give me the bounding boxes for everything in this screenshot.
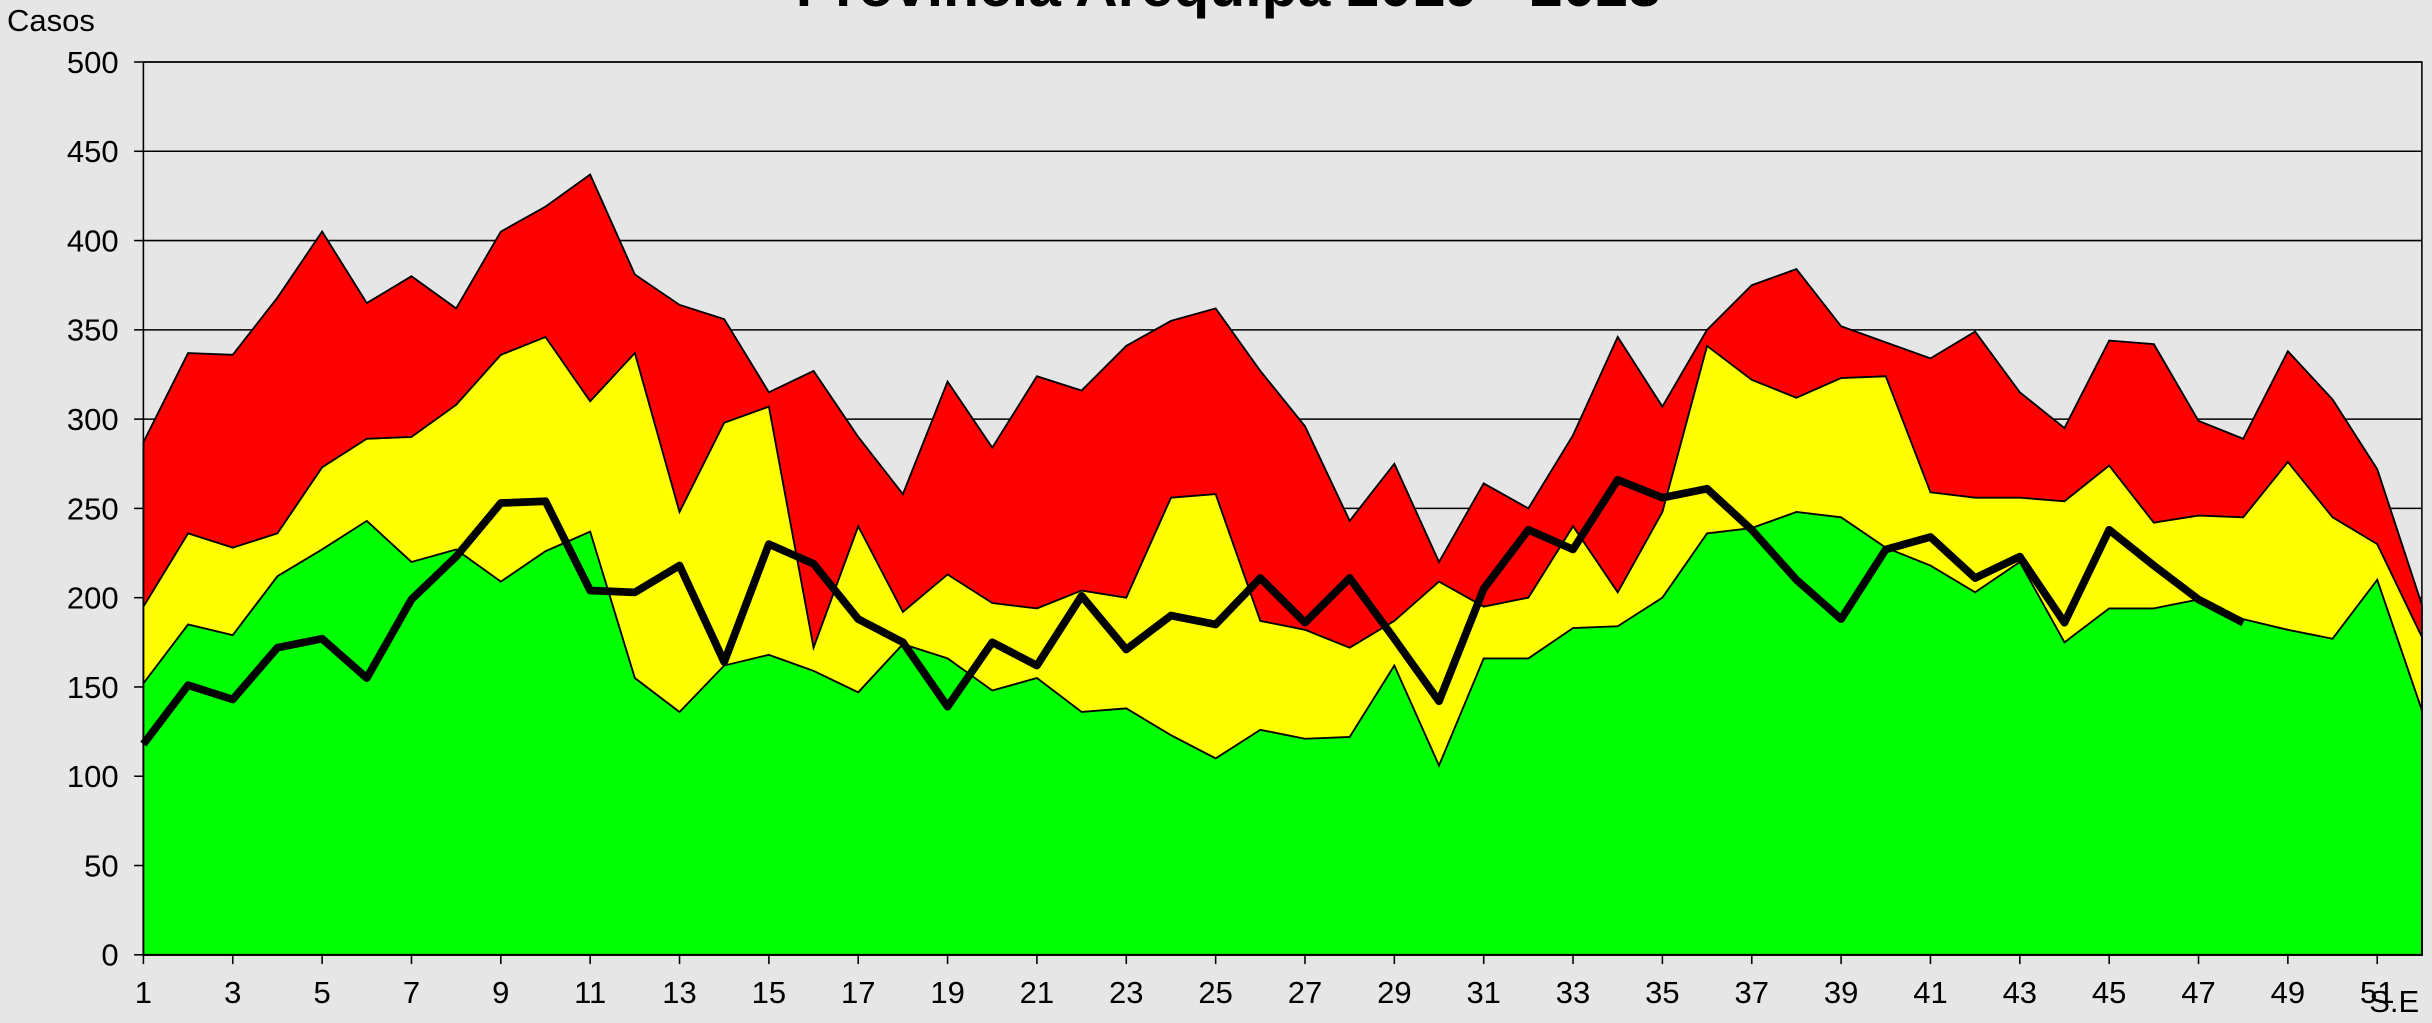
x-tick-label: 51 [2360,975,2394,1010]
x-tick-label: 5 [313,975,330,1010]
plot-border [142,61,2423,956]
x-tick-label: 39 [1824,975,1858,1010]
x-tick-label: 45 [2092,975,2126,1010]
y-tick-label: 400 [67,223,119,258]
x-tick-label: 33 [1556,975,1590,1010]
y-tick-label: 300 [67,402,119,437]
x-tick-label: 49 [2271,975,2305,1010]
x-tick-label: 27 [1288,975,1322,1010]
x-tick-label: 41 [1913,975,1947,1010]
y-tick-label: 200 [67,581,119,616]
x-tick-label: 3 [224,975,241,1010]
x-tick-label: 13 [662,975,696,1010]
x-tick-label: 1 [135,975,152,1010]
x-tick-label: 47 [2181,975,2215,1010]
y-tick-label: 250 [67,491,119,526]
line-series [140,475,2245,747]
x-tick-label: 7 [403,975,420,1010]
y-tick-label: 350 [67,313,119,348]
x-tick-label: 19 [930,975,964,1010]
x-tick-label: 23 [1109,975,1143,1010]
x-tick-label: 31 [1466,975,1500,1010]
x-tick-label: 43 [2003,975,2037,1010]
x-tick-label: 37 [1735,975,1769,1010]
chart-title: Provincia Arequipa 2019 - 2023 [796,0,1661,19]
x-tick-label: 35 [1645,975,1679,1010]
x-tick-label: 29 [1377,975,1411,1010]
y-tick-label: 500 [67,45,119,80]
y-tick-label: 0 [101,938,118,973]
y-tick-label: 150 [67,670,119,705]
y-tick-label: 100 [67,759,119,794]
x-tick-label: 25 [1198,975,1232,1010]
y-axis-label: Casos [7,3,95,38]
x-tick-label: 21 [1020,975,1054,1010]
x-tick-label: 9 [492,975,509,1010]
y-tick-label: 450 [67,134,119,169]
x-tick-label: 11 [574,975,606,1010]
x-tick-label: 15 [752,975,786,1010]
area-series [142,511,2423,956]
x-tick-label: 17 [841,975,875,1010]
y-tick-label: 50 [84,848,118,883]
x-axis-label: S.E [2369,984,2419,1019]
